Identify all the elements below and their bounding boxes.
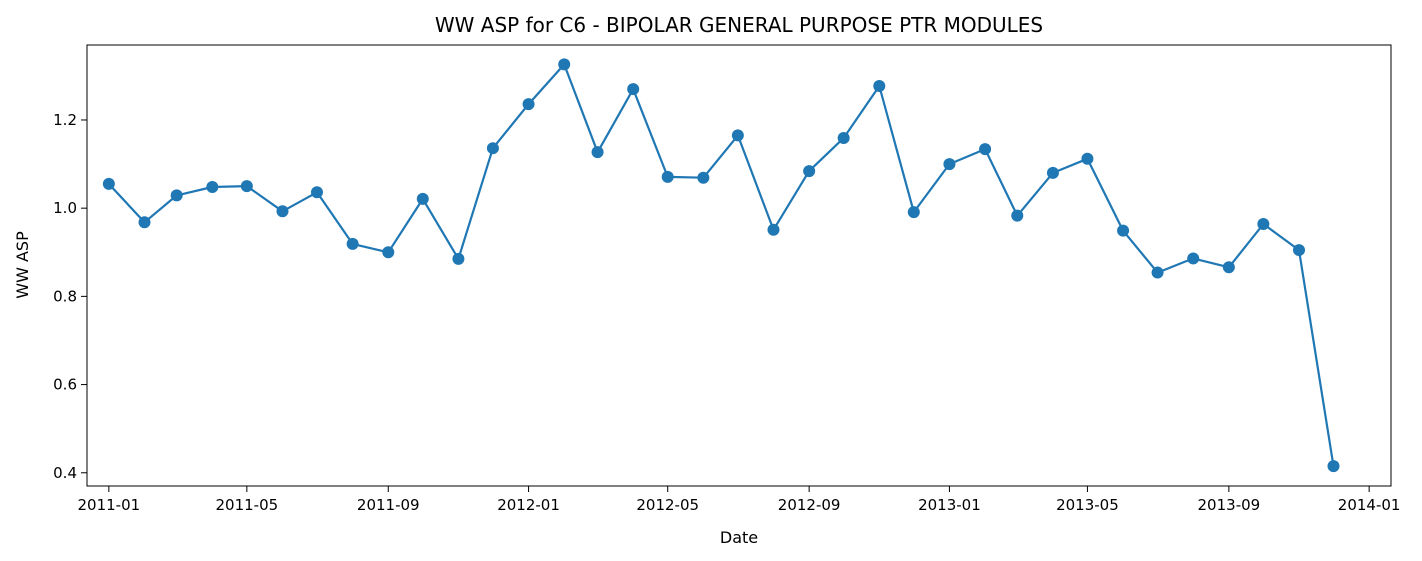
data-point <box>102 177 115 190</box>
data-point <box>731 129 744 142</box>
data-point <box>452 252 465 265</box>
data-point <box>206 181 219 194</box>
data-point <box>837 132 850 145</box>
x-tick-label: 2012-09 <box>778 496 841 514</box>
y-tick-label: 0.8 <box>53 287 77 305</box>
y-tick-label: 1.2 <box>53 111 77 129</box>
data-point <box>170 189 183 202</box>
data-point <box>627 83 640 96</box>
data-point <box>873 80 886 93</box>
data-point <box>1257 218 1270 231</box>
x-tick-label: 2011-01 <box>78 496 141 514</box>
data-point <box>1293 244 1306 257</box>
y-axis-title: WW ASP <box>13 231 32 299</box>
x-tick-label: 2011-05 <box>215 496 278 514</box>
data-point <box>661 170 674 183</box>
x-tick-label: 2013-01 <box>918 496 981 514</box>
data-point <box>1187 252 1200 265</box>
data-point <box>1222 261 1235 274</box>
y-tick-label: 1.0 <box>53 199 77 217</box>
data-point <box>1046 166 1059 179</box>
x-tick-label: 2012-05 <box>636 496 699 514</box>
data-point <box>1151 266 1164 279</box>
data-point <box>767 223 780 236</box>
x-axis-title: Date <box>720 528 758 547</box>
data-point <box>310 186 323 199</box>
plot-area: 2011-01 2011-05 2011-09 2012-01 2012-05 2012-… <box>53 44 1401 514</box>
y-tick-label: 0.6 <box>53 376 77 394</box>
x-tick-label: 2014-01 <box>1338 496 1401 514</box>
data-point <box>1011 209 1024 222</box>
data-point <box>943 158 956 171</box>
data-point <box>1327 460 1340 473</box>
data-point <box>486 142 499 155</box>
data-point <box>803 165 816 178</box>
plot-frame <box>86 44 1392 487</box>
chart-title: WW ASP for C6 - BIPOLAR GENERAL PURPOSE … <box>435 13 1043 37</box>
series-line <box>107 63 1335 467</box>
data-point <box>346 237 359 250</box>
data-point <box>591 146 604 159</box>
y-tick-label: 0.4 <box>53 464 77 482</box>
x-tick-label: 2011-09 <box>357 496 420 514</box>
data-point <box>276 205 289 218</box>
data-point <box>1117 224 1130 237</box>
data-point <box>416 192 429 205</box>
data-point <box>1081 152 1094 165</box>
data-point <box>558 58 571 71</box>
x-tick-label: 2013-09 <box>1198 496 1261 514</box>
data-point <box>979 143 992 156</box>
data-point <box>697 171 710 184</box>
x-tick-label: 2013-05 <box>1056 496 1119 514</box>
data-point <box>907 206 920 219</box>
x-tick-label: 2012-01 <box>497 496 560 514</box>
data-point <box>138 216 151 229</box>
data-point <box>240 180 253 193</box>
data-point <box>382 246 395 259</box>
data-point <box>522 98 535 111</box>
